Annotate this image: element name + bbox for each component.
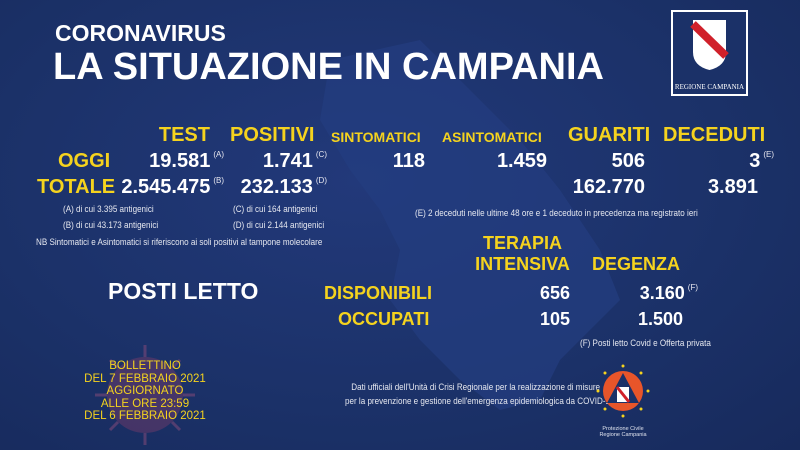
note-f: (F) Posti letto Covid e Offerta privata	[580, 338, 711, 349]
row-label-occupati: OCCUPATI	[338, 309, 430, 329]
protezione-civile-emblem-icon	[596, 364, 650, 418]
occupati-degenza: 1.500	[637, 309, 683, 329]
col-positivi: POSITIVI	[230, 124, 315, 146]
col-degenza: DEGENZA	[592, 254, 681, 274]
oggi-guariti: 506	[611, 150, 645, 172]
note-c: (C) di cui 164 antigenici	[233, 204, 318, 215]
disponibili-degenza: 3.160 (F)	[639, 283, 698, 303]
oggi-deceduti: 3 (E)	[749, 150, 774, 172]
oggi-test: 19.581 (A)	[149, 150, 224, 172]
coat-of-arms-icon	[690, 20, 729, 70]
protezione-civile-logo: Protezione Civile Regione Campania	[595, 363, 651, 443]
totale-positivi: 232.133 (D)	[240, 176, 327, 198]
col-asintomatici: ASINTOMATICI	[442, 129, 542, 145]
page-title: LA SITUAZIONE IN CAMPANIA	[53, 46, 604, 88]
bulletin-info: BOLLETTINO DEL 7 FEBBRAIO 2021 AGGIORNATO A…	[84, 360, 206, 422]
oggi-positivi: 1.741 (C)	[262, 150, 327, 172]
regione-campania-logo: REGIONE CAMPANIA	[671, 10, 748, 96]
note-e: (E) 2 deceduti nelle ultime 48 ore e 1 d…	[415, 208, 698, 219]
totale-guariti: 162.770	[572, 176, 645, 198]
footer-source: Dati ufficiali dell'Unità di Crisi Regio…	[345, 382, 615, 407]
kicker: CORONAVIRUS	[55, 20, 226, 46]
totale-test: 2.545.475 (B)	[121, 176, 224, 198]
occupati-ti: 105	[539, 309, 570, 329]
protezione-civile-text: Protezione Civile Regione Campania	[599, 426, 647, 438]
virus-icon	[95, 345, 195, 445]
disponibili-ti: 656	[539, 283, 570, 303]
col-terapia-intensiva: TERAPIA INTENSIVA	[475, 233, 570, 274]
col-deceduti: DECEDUTI	[663, 124, 766, 146]
col-sintomatici: SINTOMATICI	[331, 129, 421, 145]
row-label-disponibili: DISPONIBILI	[324, 283, 433, 303]
col-guariti: GUARITI	[568, 124, 651, 146]
posti-letto-title: POSTI LETTO	[108, 278, 259, 304]
oggi-asintomatici: 1.459	[496, 150, 547, 172]
row-label-oggi: OGGI	[58, 150, 111, 172]
note-a: (A) di cui 3.395 antigenici	[63, 204, 154, 215]
logo-text: REGIONE CAMPANIA	[674, 83, 745, 91]
note-d: (D) di cui 2.144 antigenici	[233, 220, 325, 231]
note-nb: NB Sintomatici e Asintomatici si riferis…	[36, 237, 323, 248]
col-test: TEST	[158, 124, 210, 146]
row-label-totale: TOTALE	[37, 176, 116, 198]
totale-deceduti: 3.891	[707, 176, 758, 198]
oggi-sintomatici: 118	[392, 150, 425, 172]
note-b: (B) di cui 43.173 antigenici	[63, 220, 159, 231]
